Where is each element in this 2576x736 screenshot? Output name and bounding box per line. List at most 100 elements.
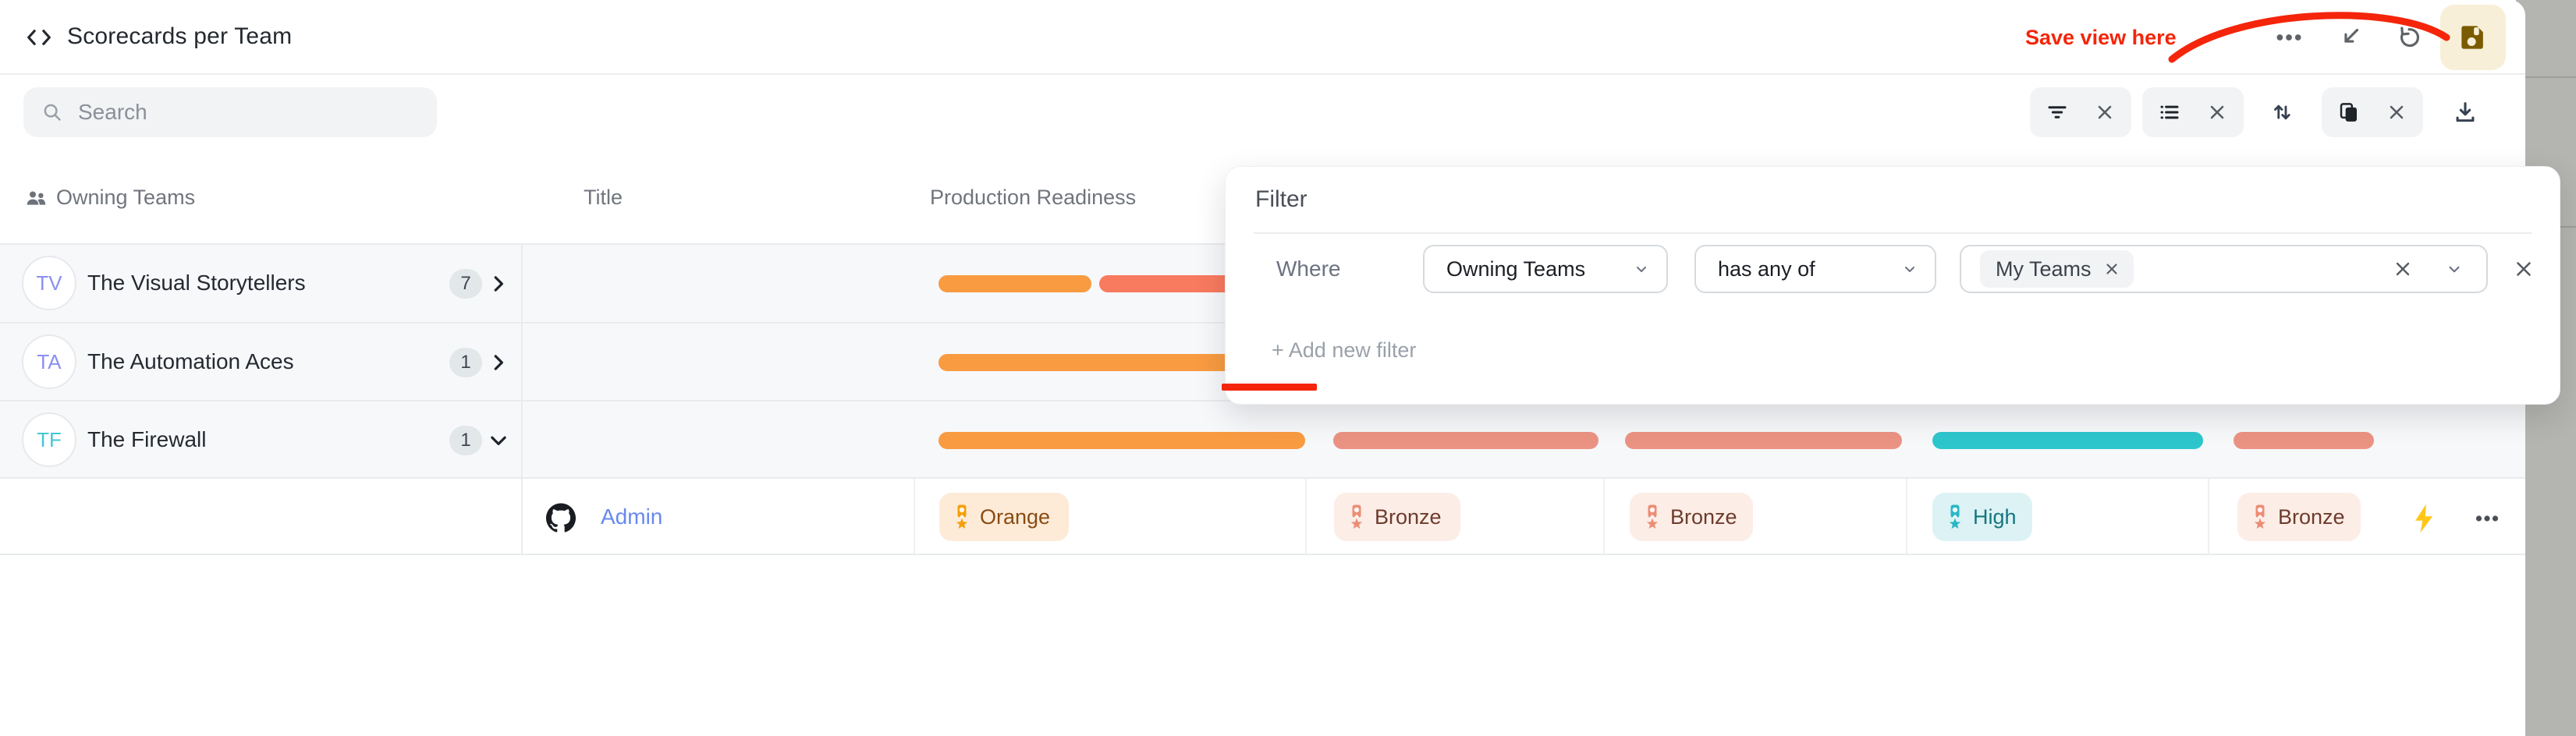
column-divider [1906,479,1907,554]
chevron-right-icon[interactable] [487,351,510,374]
column-divider [521,245,523,322]
code-icon [23,22,55,53]
column-divider [521,402,523,477]
team-name: The Automation Aces [87,349,294,373]
filter-field-value: Owning Teams [1446,257,1586,281]
search-box[interactable] [23,87,437,137]
avatar-initials: TA [37,349,62,373]
more-options-icon[interactable] [2266,14,2312,61]
copy-cards-icon [2340,103,2357,122]
save-view-annotation: Save view here [2025,26,2177,49]
status-badge-orange[interactable]: Orange [939,493,1069,541]
chevron-down-icon [1632,260,1651,278]
save-view-button[interactable] [2440,5,2506,70]
count-badge: 1 [449,426,482,455]
page-title: Scorecards per Team [67,23,293,49]
column-divider [1305,479,1307,554]
sort-icon[interactable] [2257,87,2307,137]
scorecard-row-admin[interactable]: Admin Orange Bronze [0,477,2525,555]
filter-panel: Filter Where Owning Teams has any of My … [1225,166,2560,405]
status-badge-high[interactable]: High [1932,493,2032,541]
medal-icon [1646,504,1659,529]
column-divider [914,479,915,554]
strip-divider [2516,76,2576,78]
column-divider [1603,479,1605,554]
badge-label: Orange [980,504,1051,529]
github-icon [546,503,576,533]
distribution-bar [939,275,1091,292]
filter-clear-icon[interactable] [2094,101,2116,123]
badge-label: Bronze [1375,504,1442,529]
scorecard-link-admin[interactable]: Admin [601,504,663,529]
status-badge-bronze[interactable]: Bronze [1334,493,1460,541]
column-divider [521,479,523,554]
avatar: TV [22,256,76,310]
avatar: TF [22,412,76,467]
undo-icon[interactable] [2386,14,2432,61]
filter-operator-select[interactable]: has any of [1694,245,1936,293]
teams-icon [23,186,48,211]
medal-icon [1350,504,1363,529]
filter-icon [2048,106,2067,119]
status-badge-bronze[interactable]: Bronze [2237,493,2361,541]
filter-field-select[interactable]: Owning Teams [1423,245,1668,293]
add-new-filter-link[interactable]: + Add new filter [1272,338,1417,362]
filter-value-field[interactable]: My Teams [1960,245,2488,293]
lightning-icon[interactable] [2406,500,2443,537]
badge-label: Bronze [1670,504,1737,529]
column-divider [521,324,523,400]
badge-label: Bronze [2278,504,2345,529]
distribution-bar [1932,432,2203,449]
filter-operator-value: has any of [1718,257,1815,281]
filter-panel-divider [1254,232,2532,234]
columns-button[interactable] [2322,87,2423,137]
toolbar [0,76,2525,151]
chevron-down-icon [1900,260,1919,278]
medal-icon [2254,504,2266,529]
column-header-title[interactable]: Title [584,186,623,209]
group-by-clear-icon[interactable] [2206,101,2228,123]
distribution-bar [939,354,1279,371]
distribution-bar [1625,432,1902,449]
column-header-owning-teams[interactable]: Owning Teams [56,186,196,209]
distribution-bar [1333,432,1598,449]
field-clear-icon[interactable] [2389,255,2417,283]
chip-remove-icon[interactable] [2102,260,2121,278]
filter-toggle-button[interactable] [2030,87,2131,137]
columns-clear-icon[interactable] [2386,101,2407,123]
row-more-options-icon[interactable] [2465,504,2509,533]
annotation-underline [1222,384,1317,391]
count-badge: 1 [449,348,482,377]
collapse-icon[interactable] [2326,14,2373,61]
list-icon [2160,105,2179,119]
title-bar: Scorecards per Team Save view here [0,0,2525,75]
team-name: The Firewall [87,427,207,451]
download-icon[interactable] [2440,87,2490,137]
count-badge: 7 [449,269,482,299]
chevron-down-icon[interactable] [2442,257,2467,281]
distribution-bar [2234,432,2374,449]
distribution-bar [939,432,1305,449]
column-divider [2208,479,2209,554]
chevron-right-icon[interactable] [487,272,510,295]
search-input[interactable] [78,100,420,125]
avatar: TA [22,334,76,389]
group-by-button[interactable] [2142,87,2244,137]
filter-value-chip[interactable]: My Teams [1980,250,2134,288]
status-badge-bronze[interactable]: Bronze [1630,493,1753,541]
column-header-production-readiness[interactable]: Production Readiness [930,186,1137,209]
badge-label: High [1973,504,2017,529]
where-label: Where [1276,257,1341,281]
chip-label: My Teams [1996,257,2092,281]
team-name: The Visual Storytellers [87,271,306,295]
medal-icon [1949,504,1961,529]
medal-icon [956,504,968,529]
avatar-initials: TV [36,271,62,295]
team-row-firewall[interactable]: TF The Firewall 1 [0,400,2525,477]
filter-panel-title: Filter [1255,186,1308,212]
remove-filter-icon[interactable] [2508,253,2539,285]
search-icon [44,104,61,121]
chevron-down-icon[interactable] [487,429,510,452]
avatar-initials: TF [37,427,62,451]
